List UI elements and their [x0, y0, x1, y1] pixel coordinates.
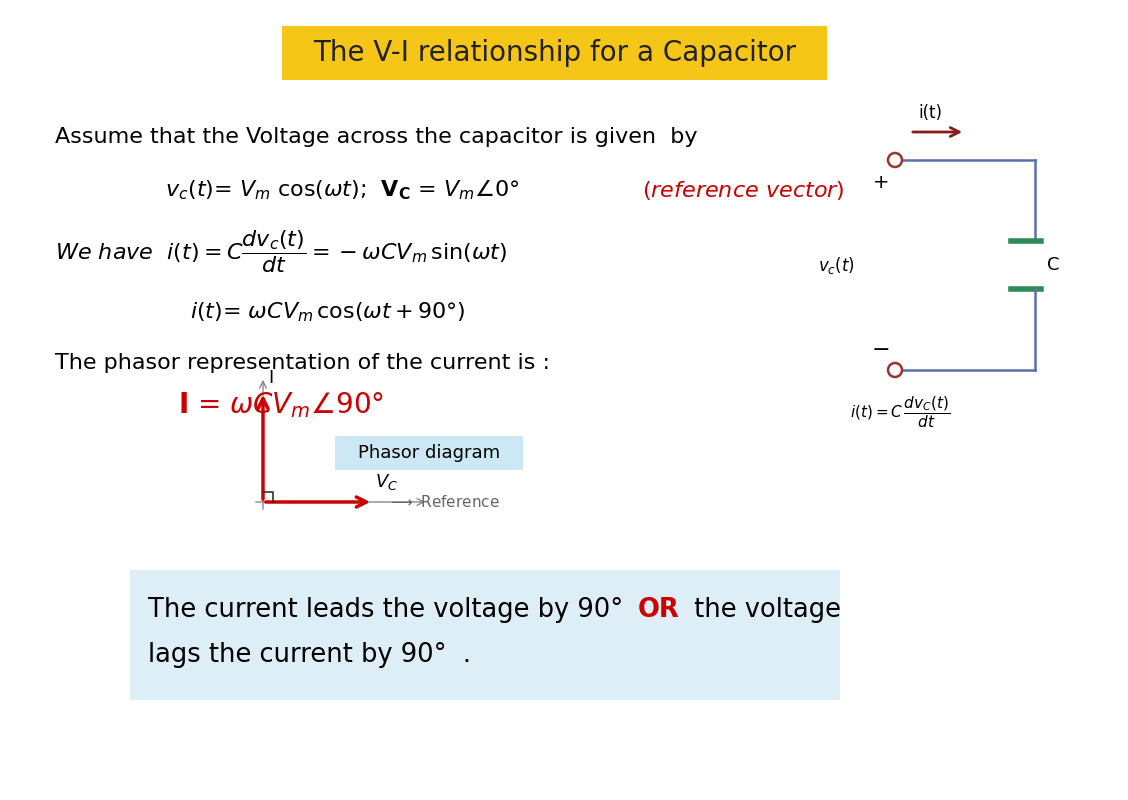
Text: I: I — [268, 369, 273, 387]
Circle shape — [888, 363, 902, 377]
Text: $\longrightarrow$ Reference: $\longrightarrow$ Reference — [388, 494, 500, 510]
Text: $\mathbf{I}$ = $\mathit{\omega CV_m\angle 90°}$: $\mathbf{I}$ = $\mathit{\omega CV_m\angl… — [178, 390, 384, 420]
Text: $v_c(t)$= $V_m$ cos($\omega t$);  $\mathbf{V_C}$ = $V_m\angle$0°: $v_c(t)$= $V_m$ cos($\omega t$); $\mathb… — [165, 178, 519, 202]
Text: −: − — [872, 340, 890, 360]
Text: $\mathit{We\ have}$  $i(t) = C\dfrac{dv_c(t)}{dt} = -\omega CV_m\,\sin(\omega t): $\mathit{We\ have}$ $i(t) = C\dfrac{dv_c… — [55, 229, 508, 275]
Text: the voltage: the voltage — [686, 597, 841, 623]
Text: lags the current by 90°  .: lags the current by 90° . — [148, 642, 472, 668]
Text: The V-I relationship for a Capacitor: The V-I relationship for a Capacitor — [312, 39, 796, 67]
Bar — [130, 570, 840, 700]
Text: $V_C$: $V_C$ — [374, 472, 398, 492]
Bar — [335, 436, 523, 470]
Text: The current leads the voltage by 90°: The current leads the voltage by 90° — [148, 597, 640, 623]
Text: +: + — [873, 173, 889, 191]
Circle shape — [888, 153, 902, 167]
Text: OR: OR — [638, 597, 680, 623]
Text: $i(t){=}C\,\dfrac{dv_C(t)}{dt}$: $i(t){=}C\,\dfrac{dv_C(t)}{dt}$ — [851, 394, 951, 430]
Text: $v_c(t)$: $v_c(t)$ — [818, 254, 855, 275]
Text: The phasor representation of the current is :: The phasor representation of the current… — [55, 353, 550, 373]
Text: $\it{(reference\ vector)}$: $\it{(reference\ vector)}$ — [635, 178, 845, 202]
Text: C: C — [1047, 256, 1059, 274]
Text: Phasor diagram: Phasor diagram — [358, 444, 500, 462]
Bar — [282, 26, 827, 80]
Text: Assume that the Voltage across the capacitor is given  by: Assume that the Voltage across the capac… — [55, 127, 697, 147]
Text: $i(t)$= $\omega CV_m\,\cos(\omega t + 90°)$: $i(t)$= $\omega CV_m\,\cos(\omega t + 90… — [190, 300, 466, 324]
Text: i(t): i(t) — [918, 104, 942, 122]
